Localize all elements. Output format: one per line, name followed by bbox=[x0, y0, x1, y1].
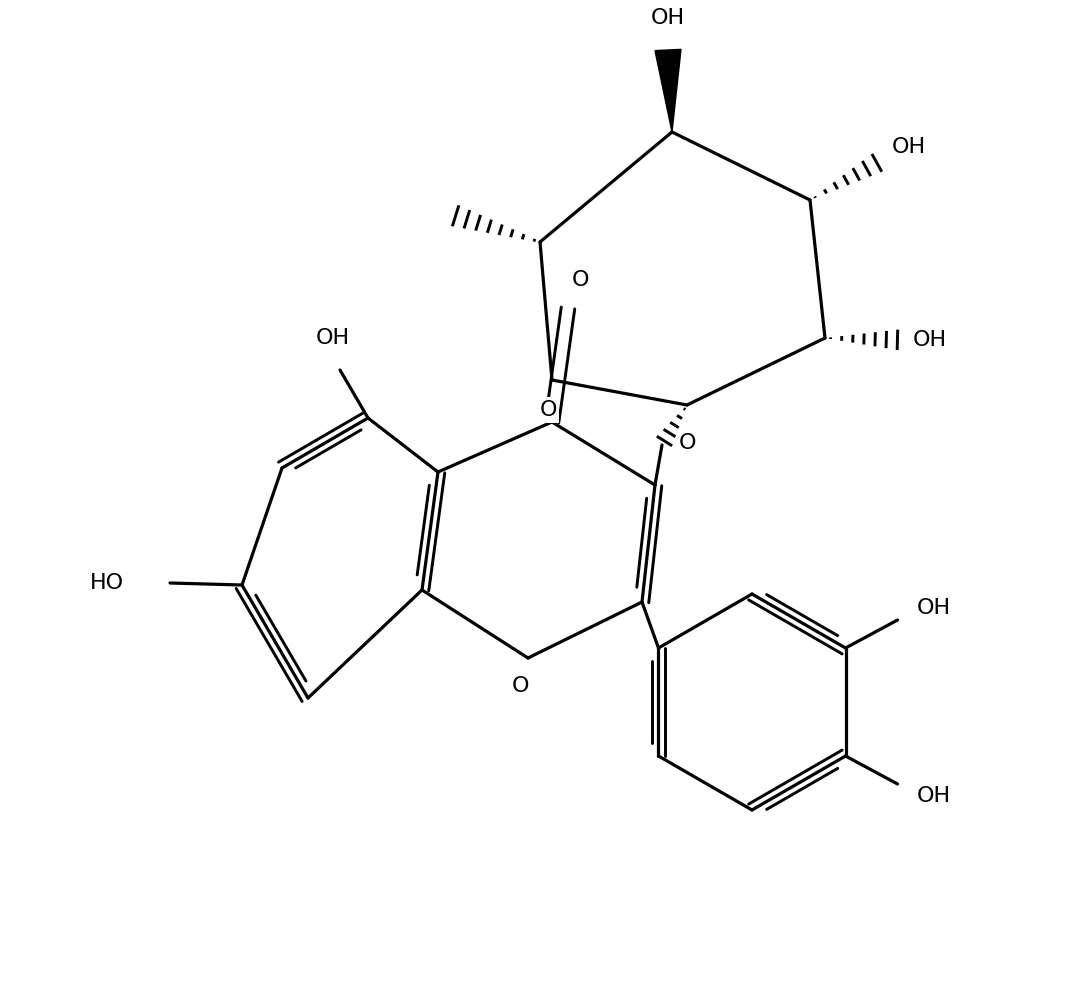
Polygon shape bbox=[655, 50, 681, 132]
Text: O: O bbox=[679, 433, 696, 453]
Text: O: O bbox=[571, 270, 589, 290]
Text: HO: HO bbox=[90, 573, 124, 593]
Text: OH: OH bbox=[315, 328, 350, 348]
Text: O: O bbox=[512, 676, 529, 696]
Text: OH: OH bbox=[650, 8, 685, 28]
Text: OH: OH bbox=[913, 330, 947, 350]
Text: OH: OH bbox=[892, 137, 926, 157]
Text: O: O bbox=[539, 400, 557, 420]
Text: OH: OH bbox=[916, 786, 951, 806]
Text: OH: OH bbox=[916, 598, 951, 618]
